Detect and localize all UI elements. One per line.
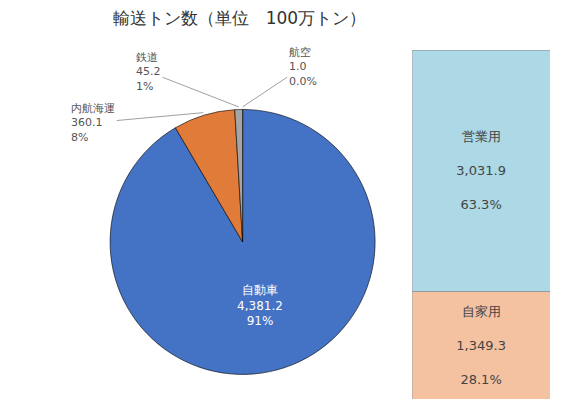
svg-text:営業用3,031.963.3%: 営業用3,031.963.3% (456, 129, 506, 212)
svg-text:鉄道45.21%: 鉄道45.21% (136, 51, 161, 93)
svg-text:航空1.00.0%: 航空1.00.0% (289, 46, 317, 88)
svg-text:輸送トン数（単位 100万トン）: 輸送トン数（単位 100万トン） (113, 8, 366, 28)
svg-text:自家用1,349.328.1%: 自家用1,349.328.1% (456, 304, 506, 387)
svg-text:内航海運360.18%: 内航海運360.18% (71, 102, 115, 144)
svg-text:自動車4,381.291%: 自動車4,381.291% (237, 283, 283, 328)
